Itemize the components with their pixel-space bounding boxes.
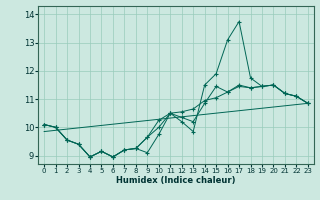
X-axis label: Humidex (Indice chaleur): Humidex (Indice chaleur): [116, 176, 236, 185]
